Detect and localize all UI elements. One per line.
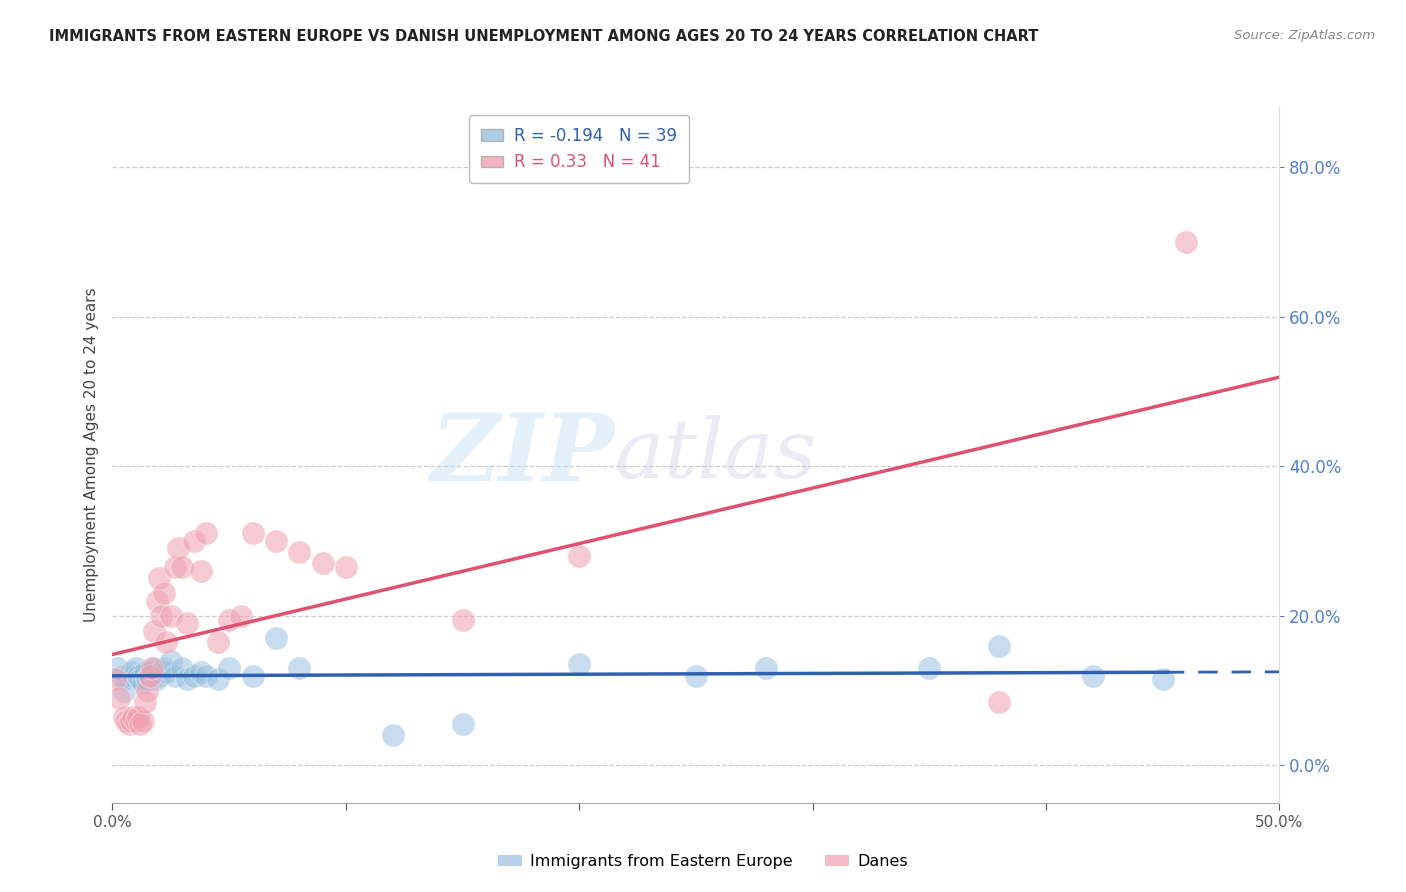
Point — [112, 710, 135, 724]
Point — [160, 654, 183, 668]
Point — [129, 673, 152, 687]
Point — [139, 668, 162, 682]
Point — [288, 661, 311, 675]
Point — [112, 683, 135, 698]
Point — [125, 661, 148, 675]
Point — [166, 541, 188, 556]
Point — [685, 668, 707, 682]
Point — [207, 673, 229, 687]
Point — [120, 665, 142, 679]
Point — [242, 668, 264, 682]
Point — [148, 668, 170, 682]
Point — [153, 661, 176, 675]
Point — [127, 710, 149, 724]
Point — [143, 661, 166, 675]
Point — [218, 661, 240, 675]
Point — [451, 613, 474, 627]
Point — [264, 631, 287, 645]
Point — [153, 586, 176, 600]
Point — [118, 717, 141, 731]
Point — [176, 616, 198, 631]
Point — [129, 717, 152, 731]
Point — [165, 560, 187, 574]
Point — [451, 717, 474, 731]
Point — [918, 661, 941, 675]
Point — [111, 668, 134, 682]
Point — [183, 668, 205, 682]
Point — [143, 624, 166, 638]
Point — [134, 695, 156, 709]
Point — [148, 571, 170, 585]
Point — [134, 665, 156, 679]
Point — [160, 608, 183, 623]
Legend: R = -0.194   N = 39, R = 0.33   N = 41: R = -0.194 N = 39, R = 0.33 N = 41 — [470, 115, 689, 183]
Point — [264, 533, 287, 548]
Point — [108, 691, 131, 706]
Point — [1152, 673, 1174, 687]
Point — [988, 639, 1011, 653]
Point — [120, 714, 142, 728]
Point — [115, 673, 138, 687]
Point — [183, 533, 205, 548]
Point — [146, 673, 169, 687]
Point — [155, 665, 177, 679]
Point — [218, 613, 240, 627]
Point — [141, 661, 163, 675]
Point — [155, 635, 177, 649]
Point — [190, 665, 212, 679]
Y-axis label: Unemployment Among Ages 20 to 24 years: Unemployment Among Ages 20 to 24 years — [83, 287, 98, 623]
Point — [176, 673, 198, 687]
Point — [146, 594, 169, 608]
Point — [132, 676, 155, 690]
Point — [1175, 235, 1198, 249]
Point — [194, 526, 217, 541]
Legend: Immigrants from Eastern Europe, Danes: Immigrants from Eastern Europe, Danes — [492, 847, 914, 875]
Text: Source: ZipAtlas.com: Source: ZipAtlas.com — [1234, 29, 1375, 42]
Text: atlas: atlas — [614, 415, 817, 495]
Point — [122, 668, 145, 682]
Text: ZIP: ZIP — [430, 410, 614, 500]
Point — [755, 661, 778, 675]
Point — [139, 668, 162, 682]
Point — [122, 710, 145, 724]
Point — [136, 673, 159, 687]
Point — [190, 564, 212, 578]
Point — [165, 668, 187, 682]
Point — [132, 714, 155, 728]
Point — [115, 714, 138, 728]
Point — [229, 608, 252, 623]
Point — [311, 557, 333, 571]
Point — [172, 560, 194, 574]
Point — [136, 683, 159, 698]
Text: IMMIGRANTS FROM EASTERN EUROPE VS DANISH UNEMPLOYMENT AMONG AGES 20 TO 24 YEARS : IMMIGRANTS FROM EASTERN EUROPE VS DANISH… — [49, 29, 1039, 44]
Point — [335, 560, 357, 574]
Point — [207, 635, 229, 649]
Point — [150, 608, 173, 623]
Point — [194, 668, 217, 682]
Point — [988, 695, 1011, 709]
Point — [381, 729, 404, 743]
Point — [242, 526, 264, 541]
Point — [172, 661, 194, 675]
Point — [1081, 668, 1104, 682]
Point — [105, 661, 128, 675]
Point — [125, 714, 148, 728]
Point — [127, 668, 149, 682]
Point — [568, 657, 591, 672]
Point — [104, 673, 127, 687]
Point — [568, 549, 591, 563]
Point — [288, 545, 311, 559]
